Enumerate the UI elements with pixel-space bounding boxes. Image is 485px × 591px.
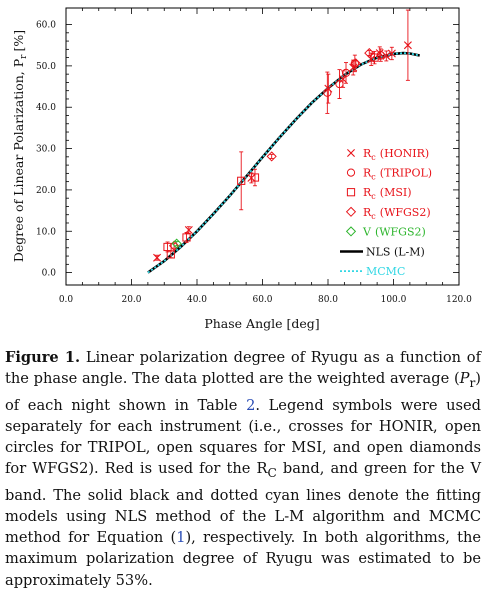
data-point bbox=[323, 88, 332, 97]
caption-band-sub: C bbox=[267, 466, 277, 481]
legend-label: Rc (WFGS2) bbox=[363, 206, 431, 221]
y-axis-label-unit: [%] bbox=[11, 30, 26, 52]
chart-area: 0.0 20.0 40.0 60.0 80.0 100.0 120.0 0.0 10.0 20.… bbox=[11, 7, 472, 331]
figure-caption: Figure 1. Linear polarization degree of … bbox=[5, 347, 481, 591]
data-point bbox=[341, 68, 351, 78]
legend-marker bbox=[346, 188, 356, 197]
y-tick-label: 50.0 bbox=[36, 62, 56, 72]
x-tick-label: 80.0 bbox=[318, 295, 338, 305]
data-point bbox=[168, 240, 180, 251]
data-point bbox=[166, 250, 175, 259]
data-point bbox=[335, 79, 344, 89]
data-point bbox=[153, 253, 162, 262]
legend-label-sub: c bbox=[371, 173, 376, 182]
table-reference-link[interactable]: 2 bbox=[246, 396, 256, 414]
x-tick-label: 60.0 bbox=[252, 295, 272, 305]
caption-math-p: P bbox=[459, 370, 470, 388]
y-axis-label-sub: r bbox=[19, 54, 29, 59]
data-point bbox=[350, 58, 361, 69]
y-axis-label-main: Degree of Linear Polarization, P bbox=[11, 59, 26, 262]
legend-label-rest: (HONIR) bbox=[380, 147, 429, 160]
error-bars bbox=[155, 9, 410, 261]
y-axis-label: Degree of Linear Polarization, Pr [%] bbox=[11, 30, 29, 262]
legend-label-sub: c bbox=[371, 212, 376, 221]
legend-label: Rc (HONIR) bbox=[363, 147, 429, 162]
model-curves bbox=[147, 51, 420, 274]
y-tick-label: 60.0 bbox=[36, 21, 56, 31]
legend-marker bbox=[345, 206, 357, 217]
y-tick-label: 30.0 bbox=[36, 145, 56, 155]
x-tick-label: 100.0 bbox=[381, 295, 407, 305]
data-point bbox=[184, 226, 193, 235]
caption-text-1: Linear polarization degree of Ryugu as a… bbox=[5, 349, 481, 388]
x-tick-labels: 0.0 20.0 40.0 60.0 80.0 100.0 120.0 bbox=[59, 295, 472, 305]
legend-label-rest: (WFGS2) bbox=[380, 206, 431, 219]
legend-label-rest: (WFGS2) bbox=[375, 225, 426, 238]
data-point bbox=[387, 49, 396, 58]
data-point bbox=[250, 173, 260, 182]
legend-marker bbox=[346, 168, 356, 177]
caption-label: Figure 1. bbox=[5, 349, 81, 366]
legend-label: V (WFGS2) bbox=[362, 225, 426, 238]
caption-text-3: . Legend symbols were used separately fo… bbox=[5, 396, 481, 478]
legend-label-main: R bbox=[363, 186, 372, 199]
axis-ticks bbox=[65, 8, 460, 285]
legend-label: NLS (L-M) bbox=[366, 246, 425, 259]
y-tick-labels: 0.0 10.0 20.0 30.0 40.0 50.0 60.0 bbox=[36, 21, 56, 279]
data-point bbox=[171, 238, 182, 249]
legend-marker bbox=[345, 226, 357, 237]
legend-label-main: R bbox=[363, 206, 372, 219]
y-tick-label: 10.0 bbox=[36, 227, 56, 237]
legend-label-sub: c bbox=[371, 192, 376, 201]
x-tick-label: 40.0 bbox=[187, 295, 207, 305]
legend-label-rest: (TRIPOL) bbox=[380, 167, 432, 180]
x-axis-label: Phase Angle [deg] bbox=[204, 316, 319, 331]
y-tick-label: 20.0 bbox=[36, 186, 56, 196]
legend-label: Rc (TRIPOL) bbox=[363, 167, 432, 182]
legend-label: Rc (MSI) bbox=[363, 186, 412, 201]
data-point bbox=[364, 47, 375, 59]
data-point bbox=[376, 51, 385, 60]
caption-text-4: band, and green for the V band. The soli… bbox=[5, 460, 482, 547]
data-markers bbox=[153, 41, 412, 262]
caption-text-5: ), respectively. In both algorithms, the… bbox=[5, 529, 481, 589]
mcmc-curve bbox=[147, 52, 420, 274]
x-tick-label: 120.0 bbox=[446, 295, 472, 305]
legend-label-sub: c bbox=[371, 153, 376, 162]
x-tick-label: 20.0 bbox=[121, 295, 141, 305]
legend-label-main: R bbox=[363, 167, 372, 180]
equation-reference-link[interactable]: 1 bbox=[176, 529, 186, 547]
legend-label-main: R bbox=[363, 147, 372, 160]
data-point bbox=[370, 53, 379, 62]
data-point bbox=[403, 41, 412, 50]
x-tick-label: 0.0 bbox=[59, 295, 74, 305]
caption-text-2: ) of each night shown in Table bbox=[5, 370, 481, 414]
data-point bbox=[349, 63, 358, 72]
data-point bbox=[266, 151, 277, 162]
legend-marker bbox=[347, 149, 355, 157]
legend-label-main: V bbox=[362, 225, 372, 238]
legend-label: MCMC bbox=[366, 265, 405, 278]
legend-label-rest: (MSI) bbox=[380, 186, 412, 199]
data-point bbox=[237, 176, 246, 185]
caption-math-sub: r bbox=[469, 376, 476, 391]
y-tick-label: 40.0 bbox=[36, 103, 56, 113]
legend: Rc (HONIR)Rc (TRIPOL)Rc (MSI)Rc (WFGS2)V (WFG… bbox=[340, 147, 432, 278]
data-point bbox=[182, 233, 191, 242]
y-tick-label: 0.0 bbox=[42, 269, 57, 279]
